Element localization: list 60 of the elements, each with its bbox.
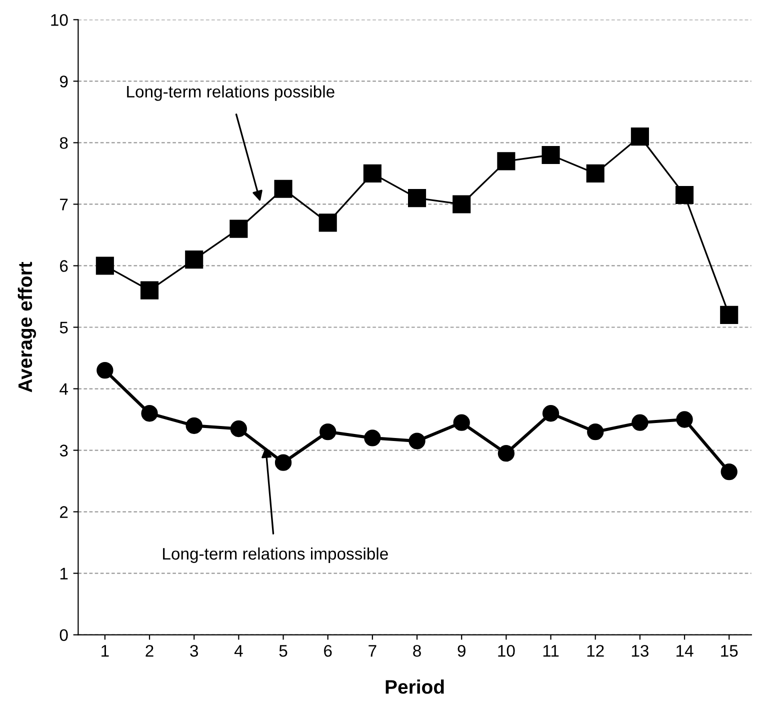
x-tick-label: 7: [368, 645, 376, 657]
point: [186, 417, 202, 434]
x-tick-label: 14: [676, 645, 694, 657]
point: [586, 164, 604, 182]
point: [587, 423, 604, 440]
point: [630, 128, 649, 146]
y-tick-label: 1: [60, 568, 68, 580]
point: [720, 463, 738, 480]
point: [676, 186, 694, 204]
point: [230, 220, 248, 238]
annotation: Long-term relations possible: [127, 85, 334, 101]
point: [96, 256, 114, 275]
point: [453, 414, 470, 431]
y-tick-label: 6: [60, 260, 68, 272]
x-tick-label: 2: [146, 644, 154, 657]
point: [632, 414, 648, 431]
x-tick-label: 3: [190, 644, 198, 657]
x-axis-title: Period: [386, 680, 444, 694]
y-tick-label: 4: [60, 383, 68, 395]
y-tick-label: 2: [60, 506, 68, 518]
point: [140, 281, 159, 300]
point: [274, 454, 292, 471]
x-tick-label: 9: [458, 644, 466, 657]
point: [185, 250, 204, 269]
point: [320, 423, 336, 440]
y-tick-label: 3: [60, 444, 68, 456]
x-tick-label: 15: [721, 645, 738, 657]
point: [318, 214, 337, 232]
point: [408, 189, 426, 208]
x-tick-label: 5: [279, 645, 288, 657]
point: [230, 420, 248, 438]
x-tick-label: 6: [324, 644, 332, 657]
y-tick-label: 7: [60, 198, 68, 210]
annotation: Long-term relations impossible: [163, 547, 388, 563]
point: [96, 362, 114, 379]
y-axis-title: Average effort: [18, 262, 36, 392]
x-tick-label: 4: [234, 645, 243, 657]
x-tick-label: 11: [543, 645, 559, 657]
point: [364, 430, 381, 446]
y-tick-label: 8: [60, 137, 68, 149]
x-tick-label: 10: [498, 644, 515, 657]
x-tick-label: 8: [413, 644, 421, 657]
point: [497, 152, 516, 170]
point: [452, 195, 471, 214]
y-tick-label: 9: [60, 76, 68, 88]
x-tick-label: 13: [632, 644, 648, 657]
y-tick-label: 5: [60, 322, 68, 334]
point: [408, 432, 426, 450]
y-tick-label: 10: [51, 14, 68, 26]
point: [274, 180, 292, 198]
point: [542, 146, 560, 164]
point: [676, 411, 693, 428]
y-tick-label: 0: [60, 629, 68, 642]
x-tick-label: 1: [102, 645, 109, 657]
point: [498, 445, 515, 462]
point: [363, 164, 382, 182]
point: [720, 306, 738, 324]
point: [141, 405, 158, 422]
point: [542, 405, 560, 422]
x-tick-label: 12: [587, 644, 604, 657]
